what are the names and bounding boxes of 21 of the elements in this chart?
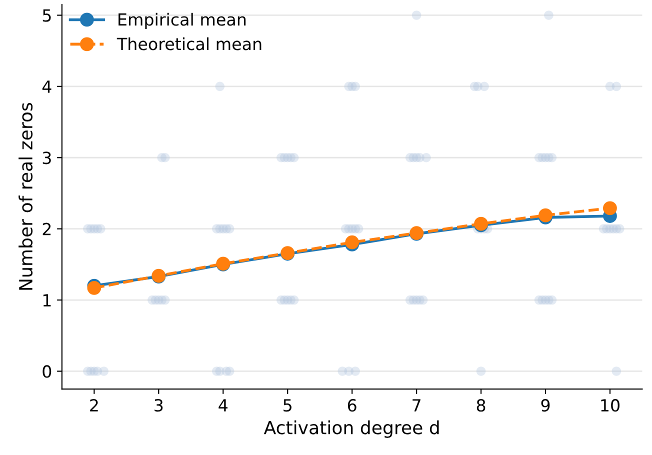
x-tick-label: 2 (90, 399, 98, 412)
y-tick-label: 5 (42, 9, 51, 22)
x-tick-label: 5 (284, 399, 292, 412)
legend-label: Empirical mean (118, 12, 246, 30)
x-tick-label: 8 (476, 399, 486, 412)
x-tick-label: 9 (541, 399, 550, 412)
x-axis-title: Activation degree d (264, 420, 439, 438)
y-tick-label: 4 (42, 80, 52, 93)
x-tick-label: 6 (348, 399, 356, 412)
y-axis-title: Number of real zeros (18, 102, 33, 290)
legend-label: Theoretical mean (116, 37, 262, 50)
x-tick-label: 3 (154, 399, 163, 412)
point (345, 235, 360, 250)
y-tick-label: 1 (43, 294, 51, 306)
x-tick-label: 7 (412, 399, 420, 412)
y-tick-label: 0 (42, 365, 52, 378)
x-tick-label: 10 (601, 399, 620, 412)
y-tick-label: 3 (42, 152, 51, 164)
x-tick-label: 4 (218, 399, 228, 412)
point (603, 201, 617, 216)
y-tick-label: 2 (42, 222, 51, 236)
